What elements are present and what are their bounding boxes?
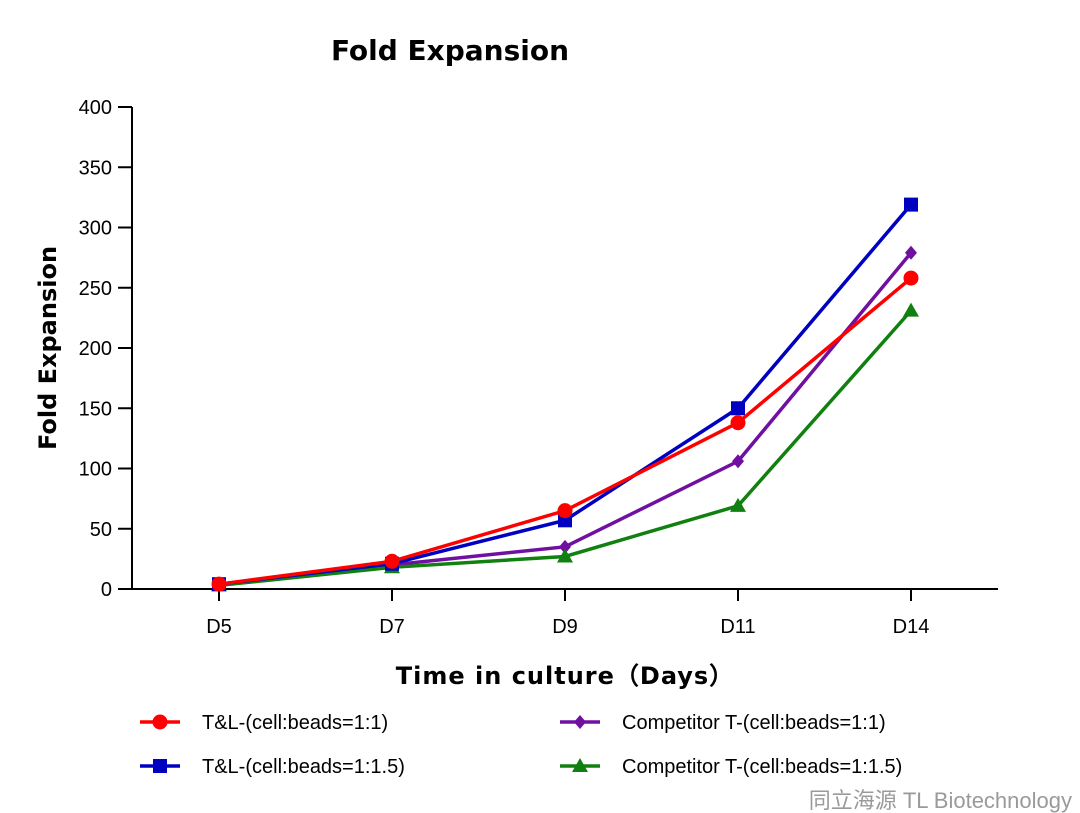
data-point bbox=[903, 302, 919, 317]
legend-marker bbox=[574, 715, 586, 729]
chart-title: Fold Expansion bbox=[331, 34, 569, 67]
data-point bbox=[732, 454, 744, 469]
y-tick-label: 350 bbox=[79, 157, 112, 179]
watermark: 同立海源 TL Biotechnology bbox=[809, 788, 1072, 813]
data-point bbox=[384, 553, 400, 569]
y-tick-label: 250 bbox=[79, 278, 112, 300]
data-point bbox=[903, 270, 919, 286]
series-line bbox=[218, 276, 913, 586]
x-axis-label: Time in culture（Days） bbox=[396, 662, 734, 690]
data-point bbox=[557, 548, 573, 563]
series-line bbox=[218, 251, 913, 586]
y-tick-label: 50 bbox=[90, 519, 112, 541]
y-tick-label: 400 bbox=[79, 97, 112, 119]
series-1 bbox=[212, 197, 918, 592]
x-tick-label: D7 bbox=[379, 616, 405, 638]
data-point bbox=[904, 197, 918, 212]
y-axis-label: Fold Expansion bbox=[34, 246, 62, 450]
data-point bbox=[559, 539, 571, 554]
y-tick-label: 100 bbox=[79, 459, 112, 481]
legend-marker bbox=[572, 758, 588, 772]
legend-marker bbox=[152, 714, 168, 730]
x-tick-label: D5 bbox=[206, 616, 232, 638]
data-point bbox=[731, 401, 745, 416]
legend-label: Competitor T-(cell:beads=1:1.5) bbox=[622, 756, 902, 778]
legend-label: Competitor T-(cell:beads=1:1) bbox=[622, 712, 886, 734]
data-point bbox=[557, 503, 573, 519]
legend-label: T&L-(cell:beads=1:1.5) bbox=[202, 756, 405, 778]
y-tick-label: 0 bbox=[101, 579, 112, 601]
data-point bbox=[730, 497, 746, 512]
legend-item: Competitor T-(cell:beads=1:1.5) bbox=[560, 756, 902, 778]
legend-item: T&L-(cell:beads=1:1.5) bbox=[140, 756, 405, 778]
x-tick-label: D14 bbox=[893, 616, 930, 638]
data-point bbox=[730, 415, 746, 431]
data-point bbox=[905, 245, 917, 260]
series-2 bbox=[213, 245, 917, 592]
y-tick-label: 300 bbox=[79, 218, 112, 240]
y-tick-label: 150 bbox=[79, 398, 112, 420]
legend-item: Competitor T-(cell:beads=1:1) bbox=[560, 712, 886, 734]
y-tick-label: 200 bbox=[79, 338, 112, 360]
legend-label: T&L-(cell:beads=1:1) bbox=[202, 712, 388, 734]
legend-marker bbox=[153, 759, 167, 773]
legend-item: T&L-(cell:beads=1:1) bbox=[140, 712, 388, 734]
series-0 bbox=[211, 270, 919, 592]
data-point bbox=[211, 576, 227, 592]
x-tick-label: D9 bbox=[552, 616, 578, 638]
x-tick-label: D11 bbox=[720, 616, 755, 638]
